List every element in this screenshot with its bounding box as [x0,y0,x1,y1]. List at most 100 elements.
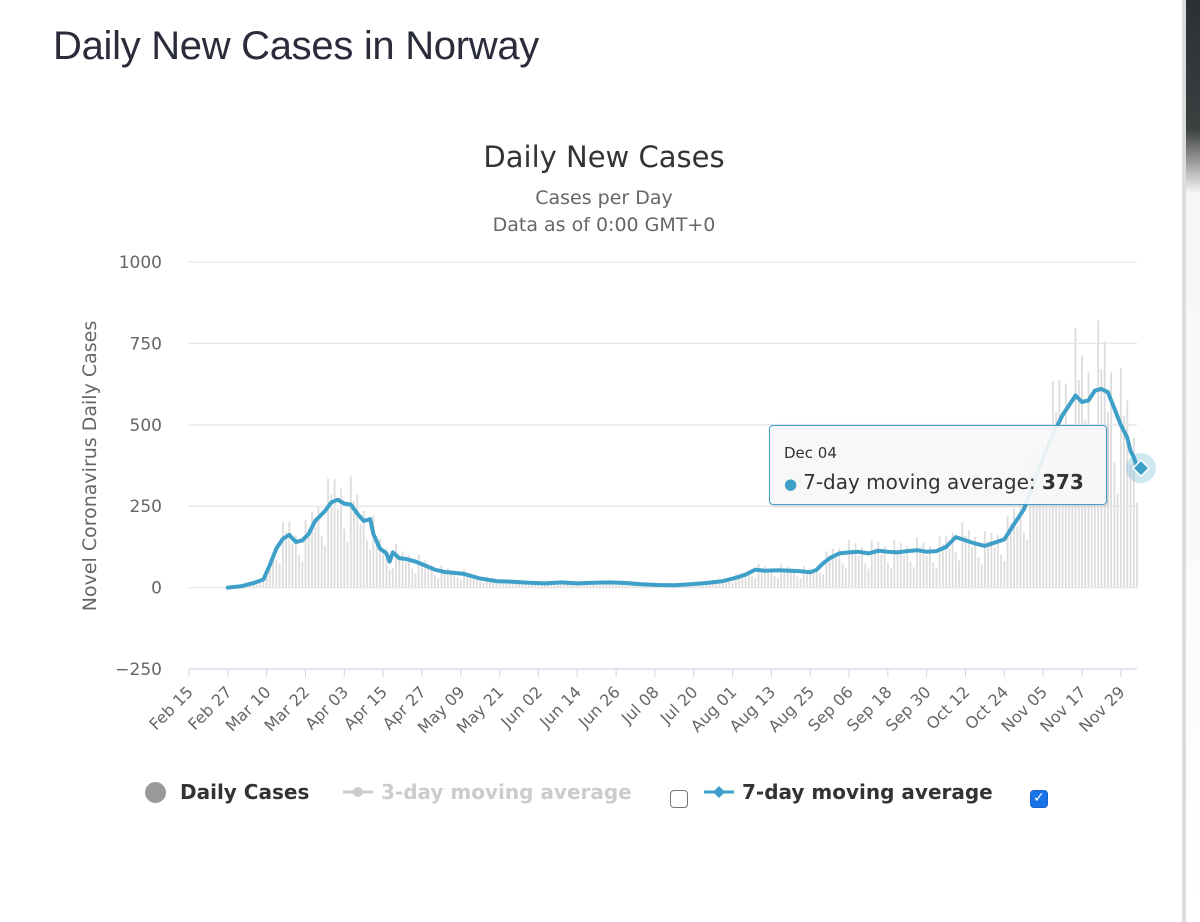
legend-daily-label: Daily Cases [180,780,310,804]
daily-case-bar [505,584,507,588]
toggle-3day-checkbox[interactable] [670,790,688,808]
daily-case-bar [1022,532,1025,588]
y-axis-title: Novel Coronavirus Daily Cases [79,321,101,612]
line-point [282,538,284,540]
line-point [828,557,831,560]
daily-case-bar [851,548,854,588]
checkmark-icon: ✓ [1033,790,1045,806]
daily-case-bar [346,541,349,588]
line-point [227,586,229,589]
daily-case-bar [874,548,876,588]
daily-case-bar [443,570,446,588]
daily-case-bar [1029,458,1032,588]
daily-case-bar [275,560,278,588]
line-point [1023,508,1025,511]
toggle-7day-checkbox[interactable]: ✓ [1030,790,1048,808]
daily-case-bar [942,544,944,588]
daily-case-bar [799,578,802,588]
y-tick-label: 750 [130,334,162,354]
daily-case-bar [722,581,724,588]
daily-case-bar [366,540,368,588]
daily-case-bar [783,568,786,588]
daily-case-bar [637,585,640,588]
daily-case-bar [427,568,430,588]
daily-case-bar [964,535,967,588]
line-point [398,557,401,560]
legend-3day-average[interactable]: 3-day moving average [343,780,632,804]
line-point [269,564,271,566]
line-point [330,501,333,504]
daily-case-bar [1013,508,1015,588]
line-point [314,520,317,522]
daily-case-bar [971,547,973,588]
line-point [848,551,850,554]
daily-case-bar [294,535,297,588]
chart-subtitle: Cases per Day [535,187,673,209]
line-point [809,571,811,574]
line-point [1120,424,1122,426]
line-point [288,534,291,536]
daily-case-bar [809,568,812,588]
daily-case-bar [291,543,294,588]
daily-case-bar [592,584,595,588]
line-point [641,583,643,586]
legend-7day-average[interactable]: 7-day moving average [704,780,993,804]
daily-case-bar [793,568,795,588]
legend-daily-cases[interactable]: Daily Cases [145,780,309,804]
daily-case-bar [288,521,291,588]
daily-case-bar [612,581,614,588]
daily-case-bar [909,561,912,588]
daily-case-bar [252,584,255,588]
line-point [877,550,879,552]
line-point [385,552,388,555]
daily-case-bar [524,584,527,588]
daily-case-bar [1123,415,1125,588]
line-point [1100,388,1103,390]
tooltip-bullet-icon: ● [784,475,798,493]
daily-case-bar [699,584,702,588]
window-edge [1182,0,1186,922]
daily-case-bar [618,584,621,588]
daily-case-bar [404,561,407,588]
daily-case-bar [929,546,931,588]
line-point [896,551,899,554]
y-tick-label: 1000 [119,253,162,273]
daily-case-bar [770,567,773,588]
daily-case-bar [997,534,999,588]
daily-case-bar [340,488,342,588]
daily-case-bar [780,564,782,588]
daily-case-bar [298,555,300,588]
daily-case-bar [747,570,750,588]
daily-case-bar [1009,523,1012,588]
daily-case-bar [411,568,414,588]
daily-case-bar [705,584,708,588]
daily-case-bar [751,576,753,588]
daily-case-bar [1042,437,1045,588]
chart-legend: Daily Cases 3-day moving average 7-day m… [0,780,1200,820]
line-point [625,582,627,584]
daily-case-bar [285,531,287,588]
line-point [372,533,375,535]
daily-case-bar [563,583,566,588]
daily-case-bar [311,512,313,588]
daily-case-bar [362,510,365,588]
y-tick-label: 250 [130,497,162,517]
daily-case-bar [349,475,352,588]
legend-3day-label: 3-day moving average [381,780,632,804]
line-point [544,582,546,585]
hover-marker-diamond[interactable] [1131,459,1151,478]
daily-case-bar [369,550,372,588]
daily-case-bar [1016,526,1019,588]
daily-case-bar [498,580,501,588]
line-point [252,582,255,584]
daily-case-bar [624,582,627,588]
daily-case-bar [281,521,284,588]
daily-case-bar [832,548,834,588]
daily-case-bar [1019,503,1022,588]
daily-case-bar [589,582,592,588]
line-point [443,571,446,573]
daily-case-bar [502,583,504,588]
x-tick-label: Jun 14 [535,682,585,732]
line-point [511,580,514,583]
